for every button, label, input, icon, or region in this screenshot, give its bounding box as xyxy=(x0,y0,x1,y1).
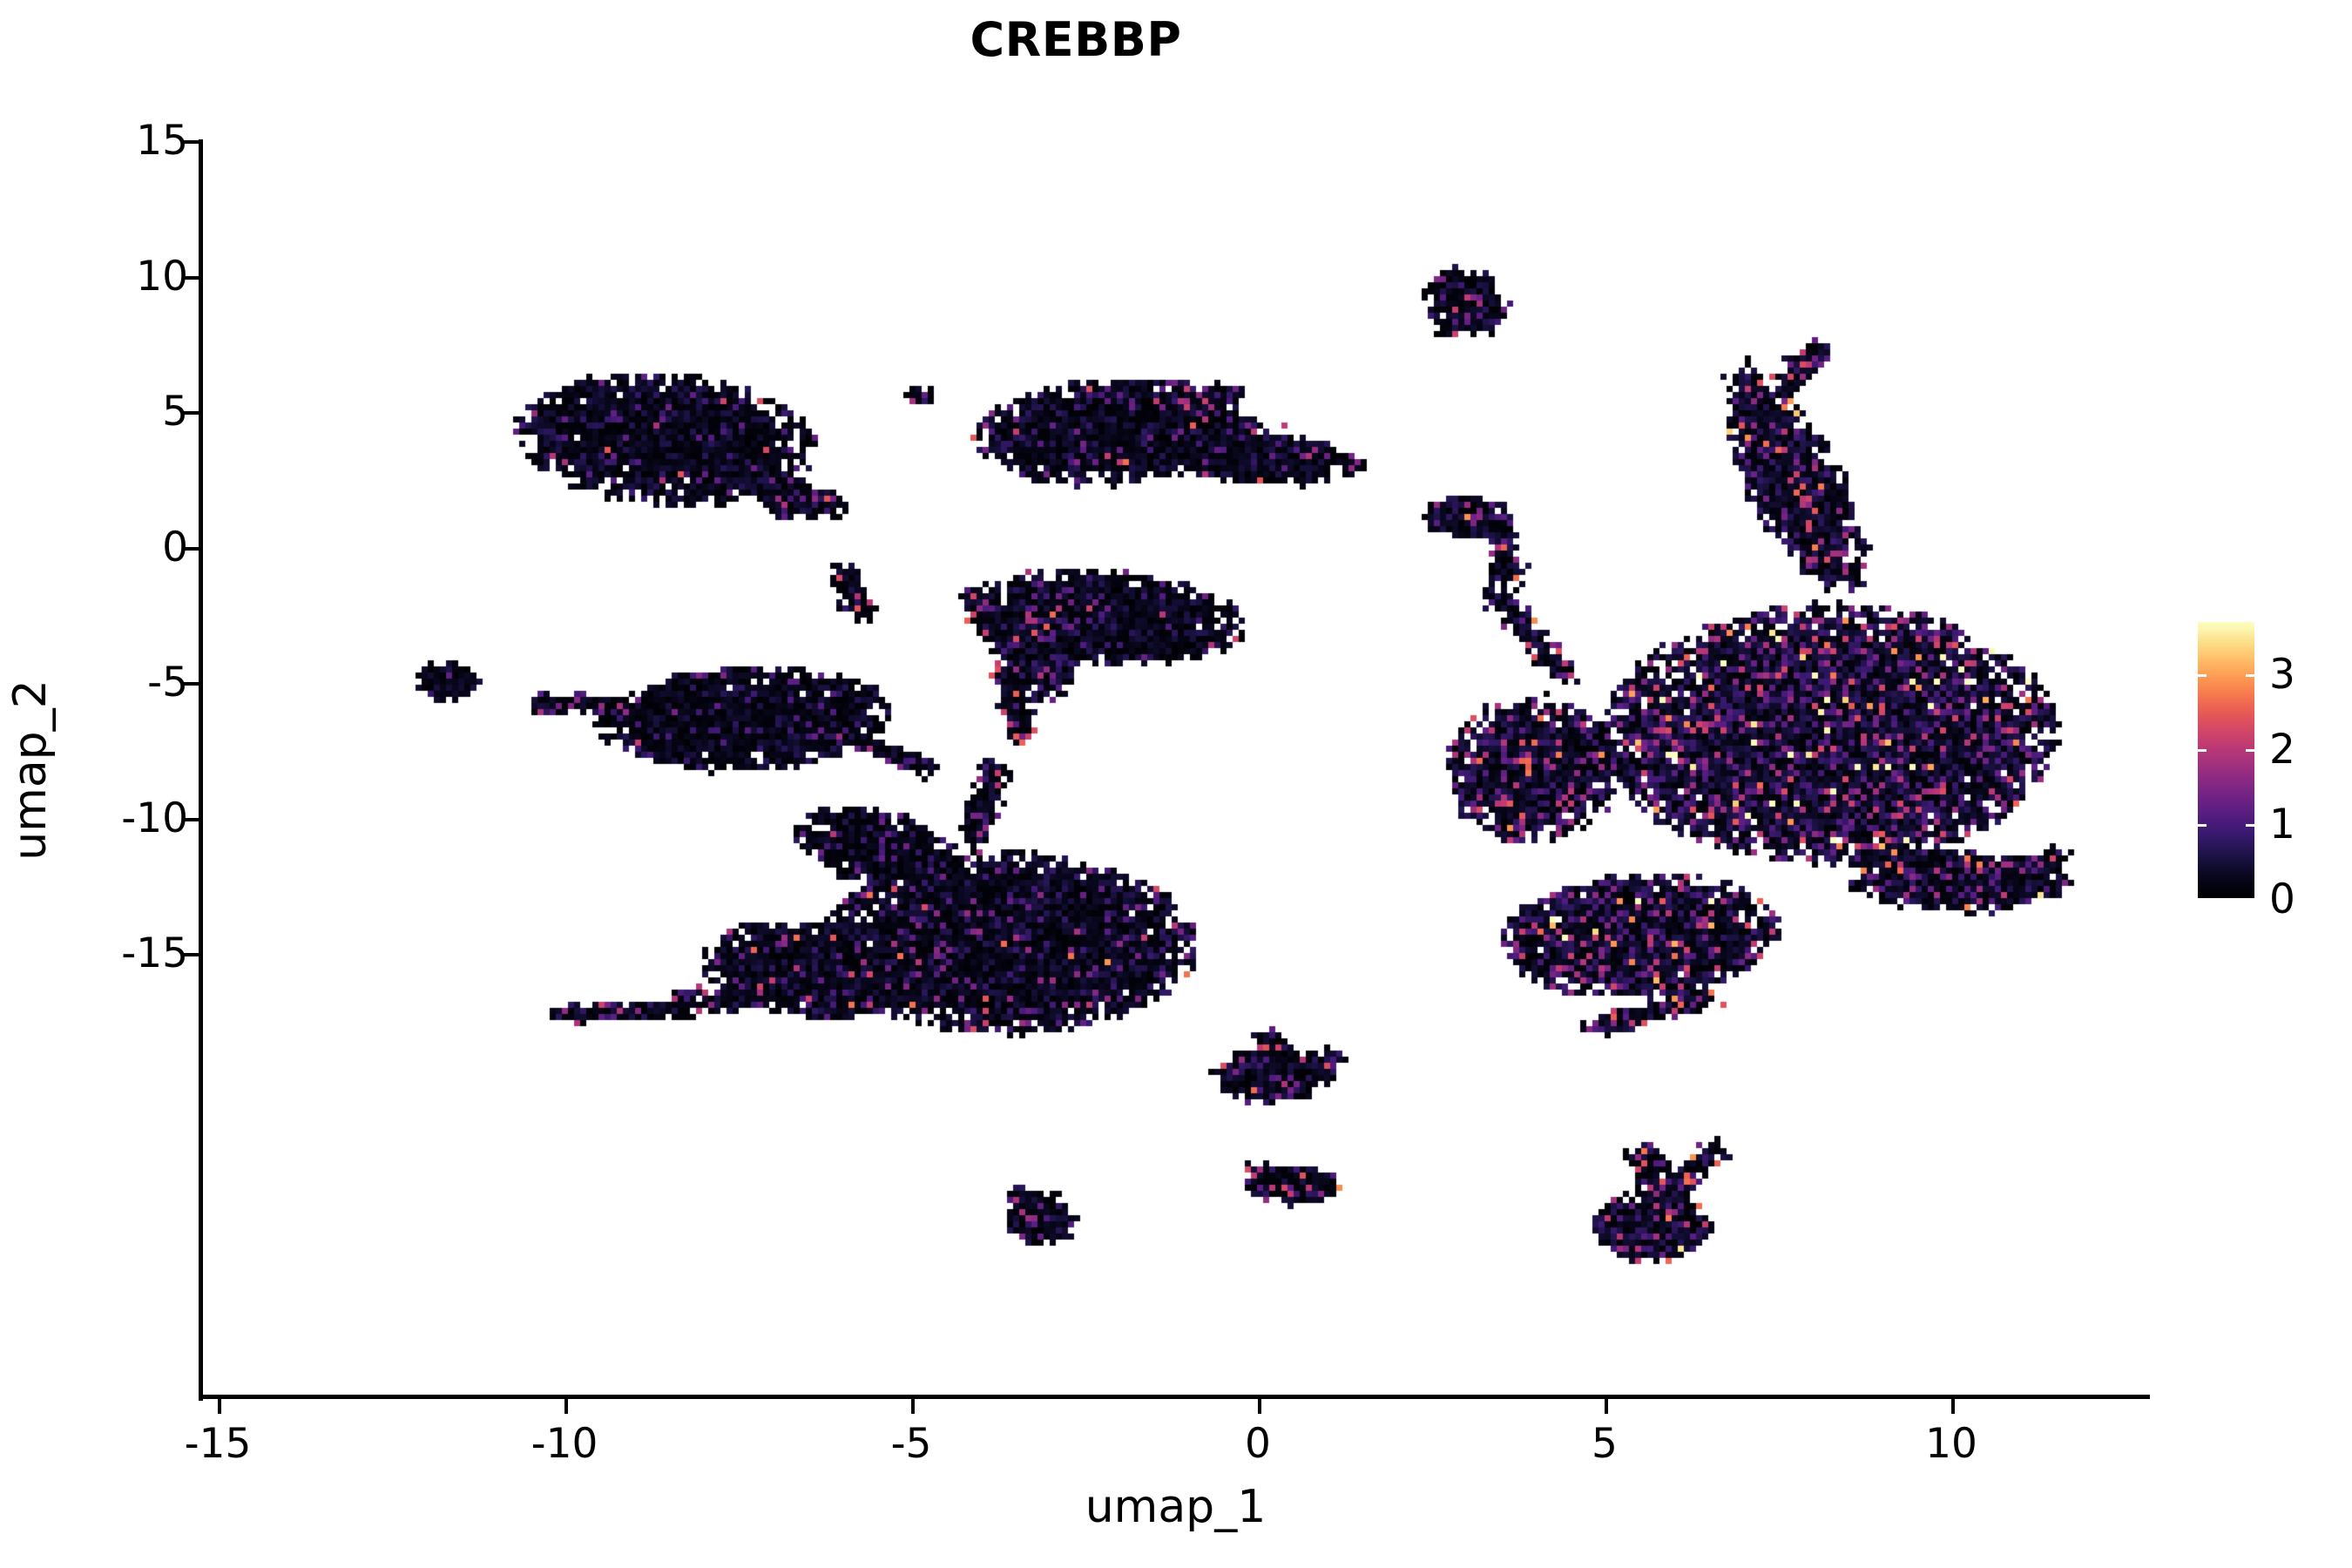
x-tick-mark-neg10 xyxy=(564,1399,568,1414)
y-tick-mark-neg10 xyxy=(184,818,199,821)
colorbar-gradient xyxy=(2198,622,2254,898)
y-tick-mark-neg15 xyxy=(184,953,199,956)
colorbar-label-2: 2 xyxy=(2269,726,2295,774)
colorbar-tick-2-right xyxy=(2246,749,2254,752)
y-axis-spine xyxy=(199,139,203,1401)
x-tick-mark-10 xyxy=(1951,1399,1955,1414)
colorbar-label-0: 0 xyxy=(2269,875,2295,923)
page-title: CREBBP xyxy=(970,12,1182,67)
x-axis-spine xyxy=(199,1395,2150,1399)
x-tick-label-10: 10 xyxy=(1925,1420,1977,1468)
x-tick-mark-neg15 xyxy=(218,1399,221,1414)
x-tick-label-5: 5 xyxy=(1592,1420,1618,1468)
scatter-plot-axes xyxy=(202,142,2149,1398)
colorbar-tick-3-right xyxy=(2246,674,2254,677)
y-tick-label-0: 0 xyxy=(162,524,188,571)
y-tick-label-neg10: -10 xyxy=(121,794,188,842)
y-tick-label-neg5: -5 xyxy=(147,659,188,706)
y-tick-mark-neg5 xyxy=(184,682,199,686)
umap-scatter-points xyxy=(202,142,2149,1398)
x-tick-label-neg10: -10 xyxy=(531,1420,598,1468)
y-tick-mark-5 xyxy=(184,411,199,415)
colorbar-tick-2-left xyxy=(2198,749,2207,752)
x-tick-mark-neg5 xyxy=(911,1399,915,1414)
y-tick-mark-15 xyxy=(184,140,199,144)
y-axis-label-container: umap_2 xyxy=(0,142,61,1398)
y-tick-label-15: 15 xyxy=(136,117,188,165)
y-tick-mark-0 xyxy=(184,547,199,551)
x-tick-mark-5 xyxy=(1605,1399,1608,1414)
x-axis-label: umap_1 xyxy=(1085,1481,1267,1533)
x-tick-mark-0 xyxy=(1258,1399,1261,1414)
y-tick-label-5: 5 xyxy=(162,388,188,436)
y-tick-mark-10 xyxy=(184,276,199,280)
y-tick-label-10: 10 xyxy=(136,253,188,301)
y-tick-label-neg15: -15 xyxy=(121,929,188,977)
colorbar-tick-1-right xyxy=(2246,824,2254,827)
colorbar-label-1: 1 xyxy=(2269,801,2295,848)
x-tick-label-neg5: -5 xyxy=(890,1420,932,1468)
colorbar xyxy=(2198,622,2254,898)
colorbar-tick-3-left xyxy=(2198,674,2207,677)
colorbar-tick-1-left xyxy=(2198,824,2207,827)
y-axis-label: umap_2 xyxy=(4,679,57,861)
x-tick-label-0: 0 xyxy=(1245,1420,1271,1468)
colorbar-label-3: 3 xyxy=(2269,651,2295,699)
x-tick-label-neg15: -15 xyxy=(184,1420,252,1468)
